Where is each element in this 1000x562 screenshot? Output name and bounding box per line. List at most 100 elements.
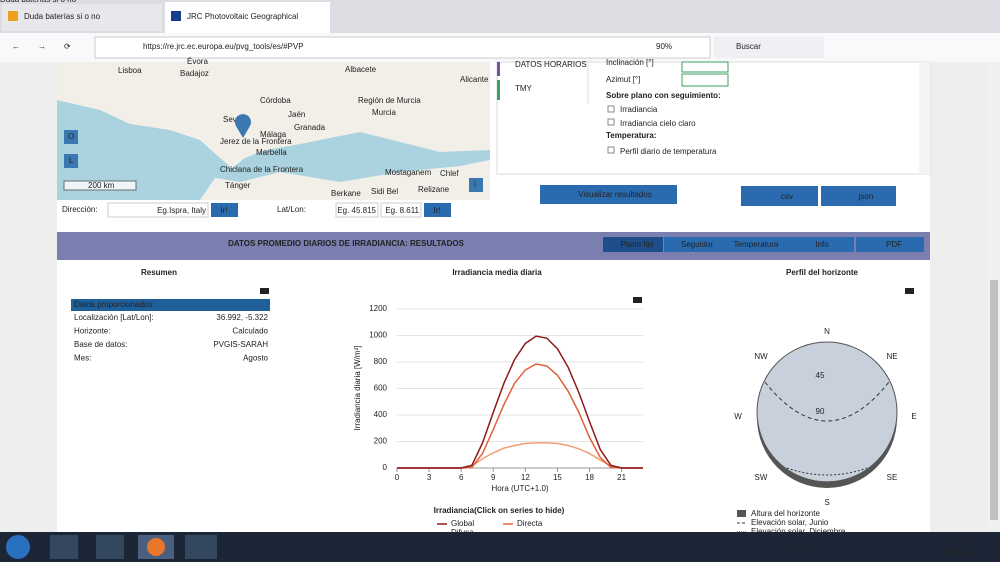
button-label[interactable]: json (858, 192, 874, 201)
url-bar[interactable] (94, 36, 711, 59)
direction-label: NW (754, 352, 768, 361)
direction-label: S (824, 498, 829, 507)
legend-swatch (737, 510, 746, 517)
tab[interactable] (2, 4, 162, 31)
map-scale-label: 200 km (88, 181, 115, 190)
map-info[interactable] (469, 178, 483, 192)
checkbox[interactable] (607, 146, 615, 154)
x-tick-label: 12 (521, 473, 530, 482)
side-tab[interactable]: DATOS HORARIOS (515, 60, 587, 69)
x-tick-label: 6 (459, 473, 464, 482)
json-button[interactable] (821, 186, 896, 206)
summary-key: Mes: (74, 354, 91, 363)
legend-label: Elevación solar, Junio (751, 518, 829, 527)
map-place: Málaga (260, 130, 287, 139)
button-label[interactable]: csv (781, 192, 793, 201)
nav-button[interactable]: → (38, 42, 46, 51)
map-place: Sidi Bel (371, 187, 398, 196)
results-tab[interactable] (782, 237, 854, 252)
side-tab-bar (497, 80, 500, 100)
address-input[interactable] (107, 202, 209, 218)
map-place: Región de Murcia (358, 96, 421, 105)
placeholder[interactable]: Eg.Ispra, Italy (157, 206, 206, 215)
taskbar-app[interactable] (185, 535, 217, 559)
go-button[interactable] (211, 203, 238, 217)
results-tab[interactable] (722, 237, 782, 252)
map-button[interactable] (64, 130, 78, 144)
x-tick-label: 0 (395, 473, 400, 482)
checkbox[interactable] (607, 105, 615, 113)
side-tab-bar (497, 62, 500, 76)
field-input[interactable] (681, 61, 729, 73)
field-label: Azimut [°] (606, 75, 640, 84)
results-tab-label[interactable]: PDF (886, 240, 902, 249)
download-icon[interactable] (260, 288, 269, 294)
legend-label[interactable]: Directa (517, 519, 543, 528)
scroll-thumb[interactable] (990, 280, 998, 520)
panel-scrollbar (919, 62, 930, 174)
map-place: Jerez de la Frontera (220, 137, 292, 146)
taskbar-app[interactable] (96, 535, 124, 559)
side-tab[interactable]: TMY (515, 84, 533, 93)
checkbox[interactable] (607, 118, 615, 126)
summary-value: 36.992, -5.322 (216, 313, 268, 322)
map-info-label[interactable]: i (474, 180, 476, 189)
tab-icon (8, 11, 18, 21)
search[interactable]: Buscar (736, 42, 761, 51)
map-place: Chlef (440, 169, 459, 178)
y-tick-label: 800 (374, 357, 388, 366)
new-tab: Duda baterías si o no (0, 0, 77, 4)
results-tab-label[interactable]: Plano fijo (621, 240, 654, 249)
taskbar-app[interactable] (50, 535, 78, 559)
search-box[interactable] (714, 37, 824, 58)
lat-input[interactable] (335, 202, 379, 218)
map-button[interactable] (64, 154, 78, 168)
map-button-label[interactable]: L (69, 156, 74, 165)
csv-button[interactable] (741, 186, 818, 206)
placeholder[interactable]: Eg. 45.815 (337, 206, 376, 215)
tab-title[interactable]: Duda baterías si o no (24, 12, 101, 21)
legend-label[interactable]: Global (451, 519, 474, 528)
placeholder[interactable]: Eg. 8.611 (385, 206, 419, 215)
direction-label: W (734, 412, 742, 421)
start-button[interactable] (6, 535, 30, 559)
map-land (57, 62, 490, 168)
direction-label: SW (755, 473, 768, 482)
map-land (200, 160, 490, 200)
go-button[interactable] (424, 203, 451, 217)
zoom[interactable]: 90% (656, 42, 672, 51)
results-tab[interactable] (664, 237, 722, 252)
results-tab-label[interactable]: Seguidor (681, 240, 713, 249)
checkbox-label[interactable]: Perfil diario de temperatura (620, 147, 717, 156)
nav-button[interactable]: ⟳ (64, 42, 71, 51)
map-place: Albacete (345, 65, 377, 74)
map-scale (63, 180, 137, 191)
download-icon[interactable] (905, 288, 914, 294)
language: ES (793, 542, 804, 551)
url[interactable]: https://re.jrc.ec.europa.eu/pvg_tools/es… (143, 42, 304, 51)
checkbox-label[interactable]: Irradiancia (620, 105, 658, 114)
button-label[interactable]: Visualizar resultados (578, 190, 652, 199)
go-label[interactable]: Ir! (220, 206, 227, 215)
summary-value: Agosto (243, 354, 268, 363)
checkbox-label[interactable]: Irradiancia cielo claro (620, 119, 696, 128)
tab-title[interactable]: JRC Photovoltaic Geographical (187, 12, 298, 21)
tab-active[interactable] (165, 2, 330, 33)
nav-button[interactable]: ← (12, 42, 20, 51)
clock-date: 08/02/2022 (940, 548, 981, 557)
x-axis-label: Hora (UTC+1.0) (491, 484, 548, 493)
map-button-label[interactable]: O (68, 132, 74, 141)
field-input[interactable] (681, 73, 729, 87)
summary-title: Resumen (141, 268, 177, 277)
map-place: Murcia (372, 108, 397, 117)
map-place: Chiclana de la Frontera (220, 165, 304, 174)
results-tab-label[interactable]: Info (815, 240, 829, 249)
go-label[interactable]: Ir! (433, 206, 440, 215)
download-icon[interactable] (633, 297, 642, 303)
x-tick-label: 15 (553, 473, 562, 482)
results-tab-label[interactable]: Temperatura (734, 240, 779, 249)
lon-input[interactable] (380, 202, 422, 218)
visualize-button[interactable] (540, 185, 677, 204)
results-tab[interactable] (603, 237, 663, 252)
results-tab[interactable] (856, 237, 924, 252)
